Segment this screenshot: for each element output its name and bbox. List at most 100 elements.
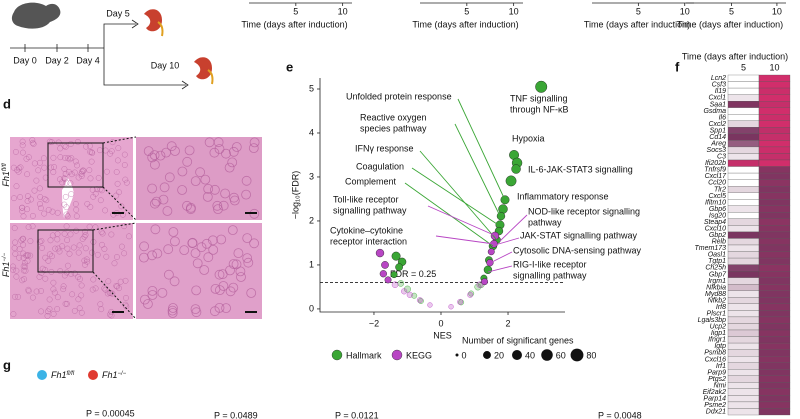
tubule — [46, 306, 53, 312]
tubule — [25, 154, 32, 161]
point — [416, 297, 423, 304]
heatmap-cell — [727, 205, 760, 213]
tubule — [74, 138, 81, 145]
tubule — [75, 296, 82, 303]
tubule — [221, 303, 232, 314]
x-tick-label: 10 — [680, 6, 690, 16]
tubule — [111, 260, 118, 267]
tubule — [242, 253, 253, 264]
tubule — [103, 168, 110, 175]
tubule — [10, 311, 17, 318]
row-label: Cxcl1 — [708, 95, 726, 102]
tubule — [72, 158, 79, 165]
heatmap-cell — [758, 120, 791, 128]
heatmap-cell — [727, 362, 760, 370]
tubule — [36, 273, 43, 280]
row-label: Ucp2 — [710, 324, 726, 331]
heatmap-cell — [727, 395, 760, 403]
row-label: Ifi202b — [705, 160, 726, 167]
schematic: Day 0 Day 2 Day 4 Day 5 Day 10 — [10, 2, 214, 90]
tubule — [107, 290, 114, 297]
heatmap-cell — [727, 257, 760, 265]
tubule — [15, 168, 22, 175]
row-label: Nmi — [714, 382, 727, 389]
tubule — [121, 151, 128, 158]
heatmap-cell — [727, 159, 760, 167]
heatmap-cell — [758, 297, 791, 304]
tubule — [83, 143, 89, 150]
point — [481, 278, 489, 286]
y-tick-label: 1 — [309, 259, 314, 269]
tubule — [82, 228, 88, 235]
row-label: Ifitm10 — [705, 199, 726, 206]
legend-swatch — [391, 349, 403, 361]
row-label: Psme2 — [704, 402, 726, 409]
tubule — [168, 227, 179, 237]
tubule — [104, 290, 111, 297]
annotation: pathway — [528, 217, 562, 227]
tubule — [167, 308, 178, 318]
row-label: Tnfrsf9 — [704, 167, 726, 174]
tubule — [76, 305, 83, 312]
tubule — [84, 200, 91, 207]
tubule — [17, 194, 24, 201]
tubule — [22, 267, 29, 274]
x-tick-label: 2 — [506, 318, 511, 328]
tubule — [63, 300, 70, 307]
tubule — [207, 235, 218, 246]
heatmap-cell — [727, 218, 760, 226]
heatmap-cell — [758, 244, 791, 252]
tubule — [14, 167, 21, 173]
heatmap-cell — [727, 277, 760, 285]
annotation: through NF-κB — [510, 104, 569, 114]
heatmap-cell — [758, 329, 791, 337]
inset-connector — [92, 136, 137, 320]
tubule — [246, 288, 257, 298]
heatmap-cell — [758, 114, 791, 121]
tubule — [19, 149, 26, 156]
tubule — [68, 171, 75, 178]
heatmap-cell — [758, 101, 791, 108]
tubule — [21, 276, 28, 283]
allele: fl/fl — [67, 371, 75, 377]
tubule — [16, 254, 22, 261]
heatmap-cell — [727, 238, 760, 246]
tubule — [196, 242, 207, 253]
tubule — [147, 152, 158, 163]
tubule — [38, 238, 45, 244]
tubule — [163, 269, 174, 280]
tubule — [88, 158, 95, 165]
tubule — [46, 251, 53, 258]
size-legend-dot — [483, 351, 491, 359]
row-label: Isg20 — [709, 212, 726, 219]
kidney-icon — [144, 9, 162, 32]
heatmap-cell — [758, 199, 791, 206]
tubule — [29, 294, 36, 301]
tubule — [75, 174, 82, 181]
annotation: Inflammatory response — [517, 191, 609, 201]
day-label: Day 4 — [76, 55, 100, 65]
heatmap-cell — [727, 323, 760, 331]
heatmap-cell — [727, 310, 760, 318]
tubule — [213, 204, 223, 215]
heatmap-cell — [727, 375, 760, 383]
tubule — [110, 211, 117, 218]
tubule — [241, 175, 252, 186]
tubule — [36, 201, 43, 207]
tubule — [25, 224, 32, 231]
tubule — [63, 223, 70, 230]
row-label: Cxcl17 — [705, 173, 728, 180]
allele: −/− — [118, 371, 127, 377]
tubule — [86, 223, 93, 230]
heatmap-cell — [727, 342, 760, 350]
tubule — [16, 165, 23, 172]
heatmap-cell — [727, 349, 760, 357]
heatmap-cell — [758, 401, 791, 409]
legend-label: Hallmark — [346, 350, 382, 360]
tubule — [208, 244, 219, 255]
row-label: Areg — [710, 140, 726, 147]
point — [397, 280, 405, 287]
tubule — [92, 190, 99, 197]
point — [467, 291, 474, 298]
